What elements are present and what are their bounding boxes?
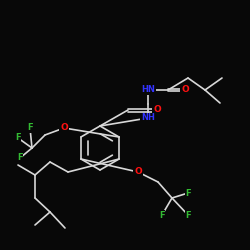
Text: F: F (27, 124, 33, 132)
Text: F: F (185, 210, 191, 220)
Text: F: F (17, 154, 23, 162)
Text: F: F (185, 188, 191, 198)
Text: NH: NH (141, 114, 155, 122)
Text: O: O (134, 168, 142, 176)
Text: O: O (60, 124, 68, 132)
Text: F: F (15, 134, 21, 142)
Text: HN: HN (141, 86, 155, 94)
Text: O: O (153, 106, 161, 114)
Text: O: O (181, 86, 189, 94)
Text: F: F (159, 210, 165, 220)
